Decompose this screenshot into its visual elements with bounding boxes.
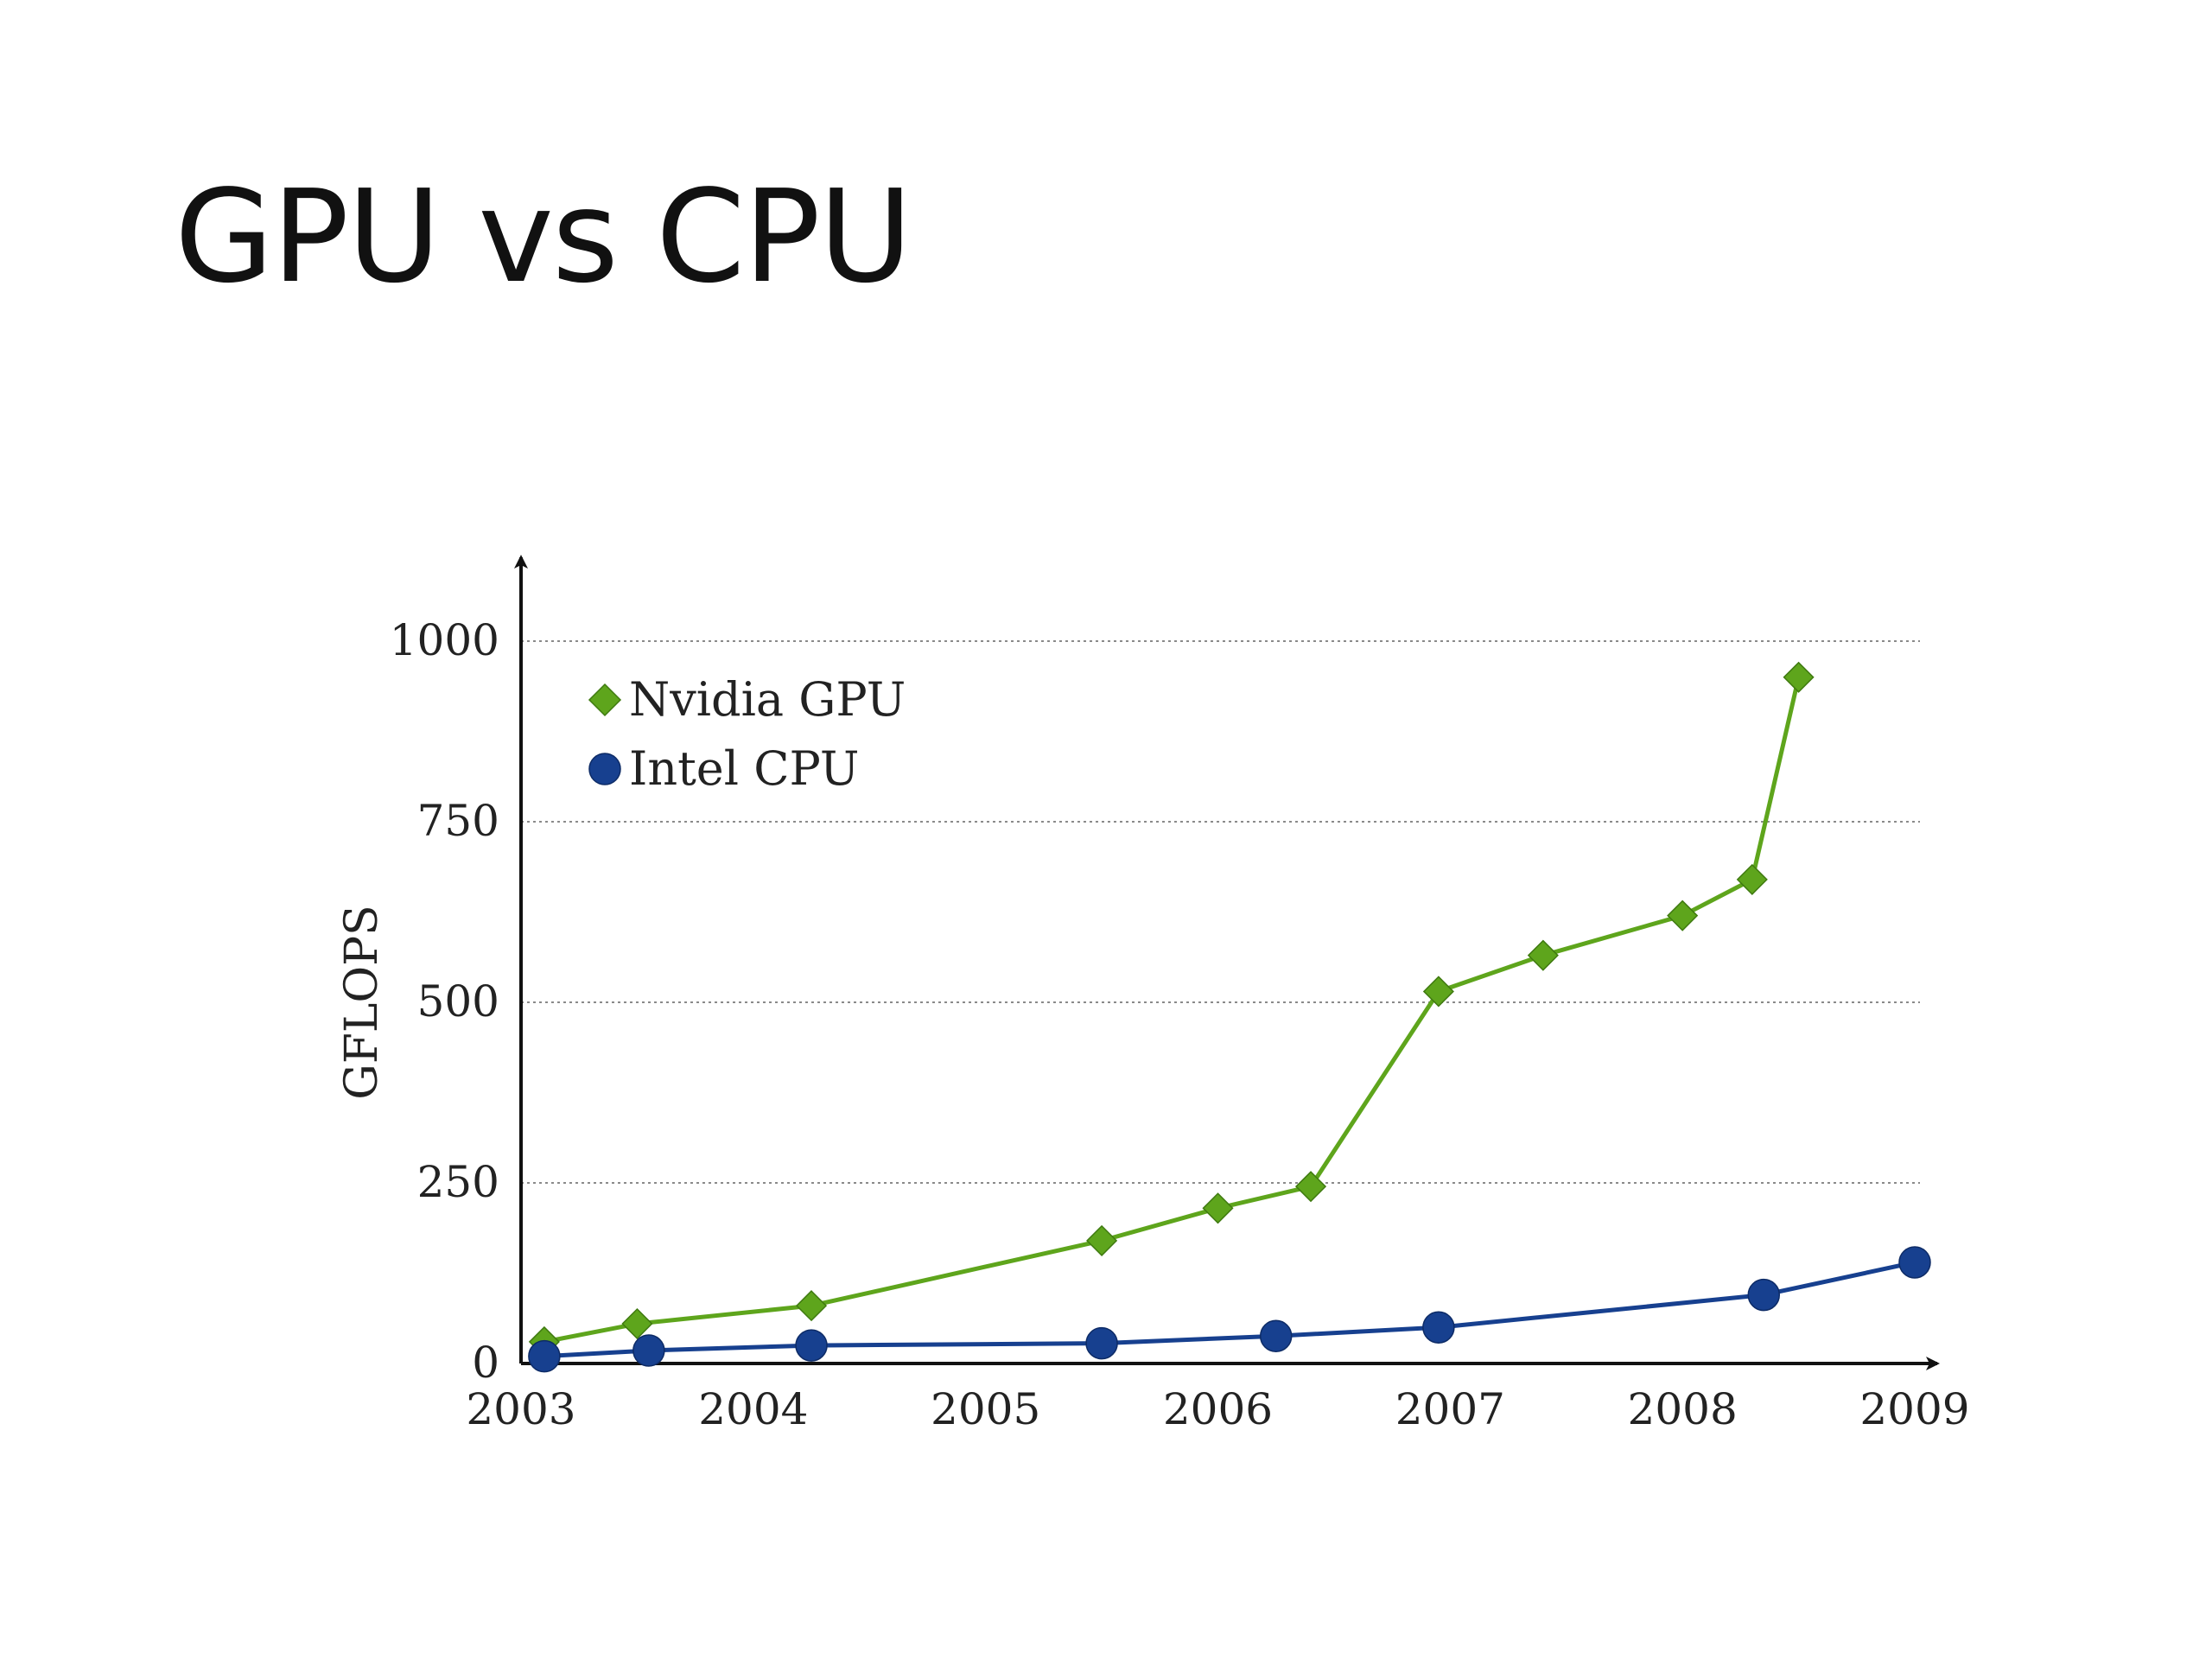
data-point-diamond bbox=[1527, 939, 1559, 971]
data-point-circle bbox=[1085, 1326, 1118, 1360]
x-tick-label: 2008 bbox=[1628, 1384, 1738, 1434]
axis-layer: 0 250 500 750 1000 2003 2004 2005 2006 2007 2008 20… bbox=[336, 555, 1970, 1434]
series-line bbox=[543, 1260, 1916, 1359]
x-tick-label: 2005 bbox=[931, 1384, 1040, 1434]
x-tick-label: 2006 bbox=[1163, 1384, 1273, 1434]
data-point-circle bbox=[1747, 1278, 1781, 1312]
y-tick-label: 750 bbox=[417, 796, 499, 846]
x-tick-label: 2009 bbox=[1859, 1384, 1969, 1434]
data-point-circle bbox=[1259, 1319, 1293, 1352]
y-tick-label: 250 bbox=[417, 1157, 499, 1207]
series-nvidia-gpu bbox=[528, 661, 1815, 1357]
data-point-diamond bbox=[1736, 863, 1768, 895]
slide-title: GPU vs CPU bbox=[175, 162, 912, 311]
legend: Nvidia GPU Intel CPU bbox=[588, 672, 906, 796]
x-tick-label: 2004 bbox=[698, 1384, 808, 1434]
x-tick-label: 2007 bbox=[1395, 1384, 1505, 1434]
data-point-circle bbox=[1898, 1246, 1931, 1279]
y-axis-label: GFLOPS bbox=[336, 905, 388, 1099]
data-point-diamond bbox=[1667, 899, 1699, 931]
data-point-diamond bbox=[1202, 1192, 1234, 1224]
series-layer bbox=[528, 661, 1931, 1373]
legend-label: Nvidia GPU bbox=[629, 672, 906, 727]
y-tick-label: 1000 bbox=[390, 615, 499, 665]
data-point-diamond bbox=[621, 1307, 653, 1340]
data-point-diamond bbox=[1086, 1224, 1118, 1256]
x-tick-label: 2003 bbox=[466, 1384, 575, 1434]
y-tick-label: 0 bbox=[472, 1338, 499, 1388]
legend-label: Intel CPU bbox=[629, 741, 859, 796]
data-point-circle bbox=[1422, 1311, 1455, 1344]
data-point-circle bbox=[528, 1339, 561, 1373]
data-point-circle bbox=[795, 1329, 828, 1362]
data-point-diamond bbox=[1422, 976, 1454, 1007]
data-point-diamond bbox=[795, 1290, 828, 1322]
data-point-diamond bbox=[1783, 661, 1815, 693]
y-tick-label: 500 bbox=[417, 976, 499, 1027]
legend-marker-diamond bbox=[588, 683, 622, 717]
legend-marker-circle bbox=[588, 753, 621, 785]
series-intel-cpu bbox=[528, 1246, 1931, 1373]
data-point-diamond bbox=[1294, 1171, 1327, 1203]
data-point-circle bbox=[632, 1334, 665, 1367]
